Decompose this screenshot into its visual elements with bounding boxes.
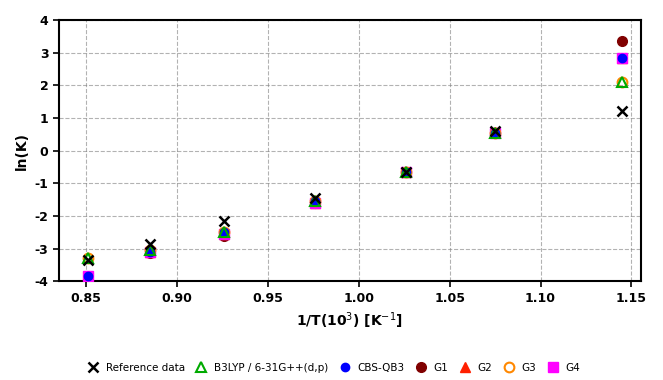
Y-axis label: ln(K): ln(K): [15, 131, 29, 169]
Legend: Reference data, B3LYP / 6-31G++(d,p), CBS-QB3, G1, G2, G3, G4: Reference data, B3LYP / 6-31G++(d,p), CB…: [81, 361, 582, 375]
Line: G1: G1: [83, 36, 627, 285]
G4: [146, 250, 154, 254]
G1: [619, 39, 627, 43]
Line: G3: G3: [83, 77, 627, 263]
B3LYP / 6-31G++(d,p): [402, 169, 410, 174]
G4: [491, 130, 499, 135]
G1: [491, 130, 499, 135]
G4: [311, 201, 319, 205]
G1: [84, 277, 92, 282]
G2: [491, 130, 499, 134]
G1: [146, 251, 154, 256]
G2: [84, 276, 92, 280]
Line: CBS-QB3: CBS-QB3: [84, 53, 627, 280]
CBS-QB3: [220, 230, 228, 234]
G3: [491, 130, 499, 135]
G3: [146, 248, 154, 252]
B3LYP / 6-31G++(d,p): [311, 199, 319, 204]
CBS-QB3: [311, 199, 319, 204]
Line: B3LYP / 6-31G++(d,p): B3LYP / 6-31G++(d,p): [83, 77, 627, 263]
CBS-QB3: [402, 169, 410, 174]
B3LYP / 6-31G++(d,p): [84, 256, 92, 261]
G3: [402, 169, 410, 174]
G4: [619, 55, 627, 60]
G3: [84, 256, 92, 261]
G3: [311, 199, 319, 204]
G1: [402, 169, 410, 174]
B3LYP / 6-31G++(d,p): [146, 248, 154, 252]
G2: [220, 231, 228, 236]
G2: [311, 201, 319, 205]
G3: [220, 230, 228, 234]
Line: G2: G2: [83, 53, 627, 283]
G1: [311, 201, 319, 205]
G4: [402, 169, 410, 174]
Reference data: [84, 258, 92, 262]
B3LYP / 6-31G++(d,p): [220, 230, 228, 234]
B3LYP / 6-31G++(d,p): [619, 80, 627, 84]
Reference data: [146, 241, 154, 246]
G3: [619, 80, 627, 84]
G4: [220, 231, 228, 236]
Reference data: [619, 109, 627, 114]
B3LYP / 6-31G++(d,p): [491, 130, 499, 135]
G2: [146, 250, 154, 254]
Reference data: [220, 218, 228, 223]
Line: G4: G4: [83, 53, 627, 281]
G2: [402, 169, 410, 174]
X-axis label: 1/T(10$^{3}$) [K$^{-1}$]: 1/T(10$^{3}$) [K$^{-1}$]: [296, 310, 403, 331]
CBS-QB3: [146, 250, 154, 254]
G4: [84, 274, 92, 279]
G1: [220, 233, 228, 238]
Reference data: [491, 129, 499, 133]
CBS-QB3: [84, 274, 92, 279]
Line: Reference data: Reference data: [83, 106, 627, 265]
Reference data: [402, 169, 410, 174]
G2: [619, 55, 627, 60]
Reference data: [311, 196, 319, 200]
CBS-QB3: [491, 130, 499, 135]
CBS-QB3: [619, 55, 627, 60]
